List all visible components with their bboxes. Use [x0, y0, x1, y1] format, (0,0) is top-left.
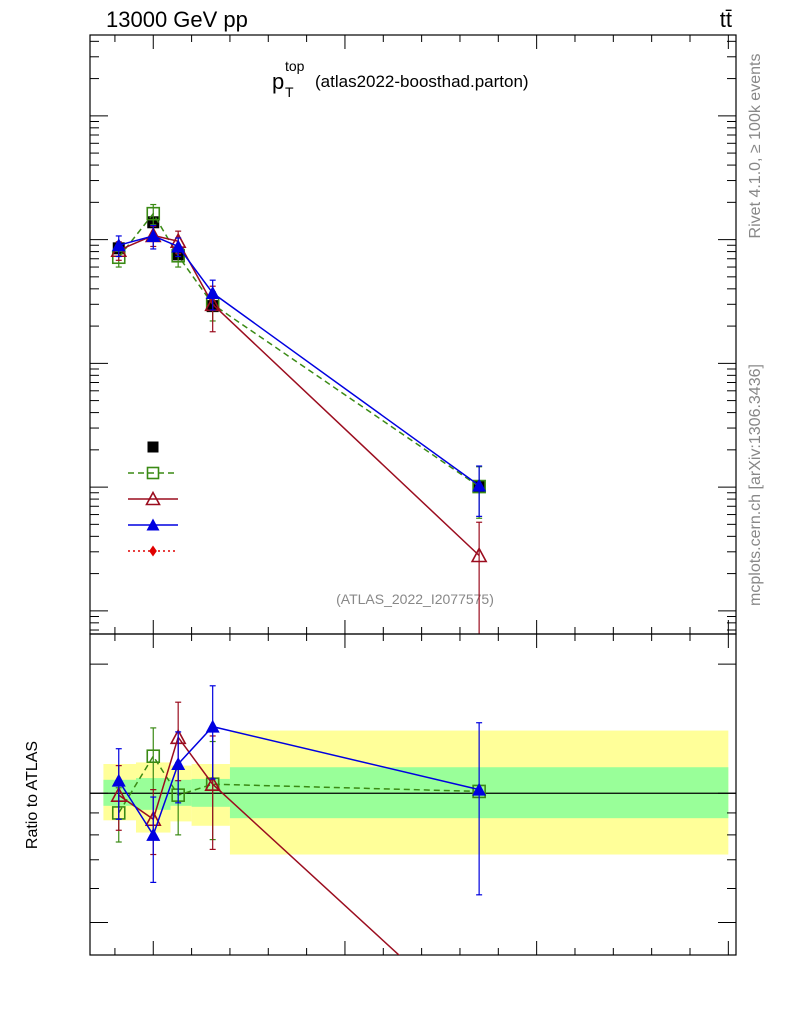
main-title-sub: T: [285, 84, 294, 100]
main-marker: [146, 206, 161, 221]
watermark: (ATLAS_2022_I2077575): [336, 591, 494, 607]
ratio-marker: [146, 827, 161, 841]
main-title-p: p: [272, 69, 284, 94]
main-marker: [171, 239, 186, 253]
process-label: tt̄: [720, 7, 732, 32]
ratio-marker: [204, 775, 222, 791]
legend: [128, 441, 178, 557]
ratio-frame: [89, 633, 737, 956]
main-marker: [472, 478, 487, 492]
legend-marker: [147, 441, 159, 453]
energy-label: 13000 GeV pp: [106, 7, 248, 32]
ratio-ylabel: Ratio to ATLAS: [24, 741, 41, 849]
ratio-marker: [171, 757, 186, 771]
main-series-0: [112, 216, 486, 493]
ratio-marker: [146, 749, 161, 764]
main-series-line: [118, 234, 480, 557]
main-series-3: [111, 224, 487, 517]
mcplots-label: mcplots.cern.ch [arXiv:1306.3436]: [747, 364, 764, 606]
ratio-panel: [89, 633, 737, 956]
ratio-marker: [111, 773, 126, 787]
main-frame: [89, 34, 737, 635]
ratio-marker: [205, 719, 220, 733]
main-title-rest: (atlas2022-boosthad.parton): [315, 72, 529, 91]
ratio-series-group: [110, 685, 487, 955]
main-series-line: [118, 235, 480, 487]
main-marker: [470, 546, 488, 563]
main-title-sup: top: [285, 58, 305, 74]
main-marker: [205, 286, 220, 300]
main-series-1: [111, 203, 486, 519]
main-series-group: [110, 203, 488, 634]
legend-marker: [145, 490, 161, 506]
legend-marker: [149, 545, 157, 557]
main-marker: [146, 228, 161, 242]
main-marker: [111, 238, 126, 252]
rivet-label: Rivet 4.1.0, ≥ 100k events: [747, 54, 764, 239]
ratio-marker: [472, 782, 487, 796]
legend-marker: [146, 518, 160, 531]
main-panel: [89, 34, 737, 635]
ratio-series-2: [111, 685, 487, 896]
legend-marker: [146, 466, 160, 480]
